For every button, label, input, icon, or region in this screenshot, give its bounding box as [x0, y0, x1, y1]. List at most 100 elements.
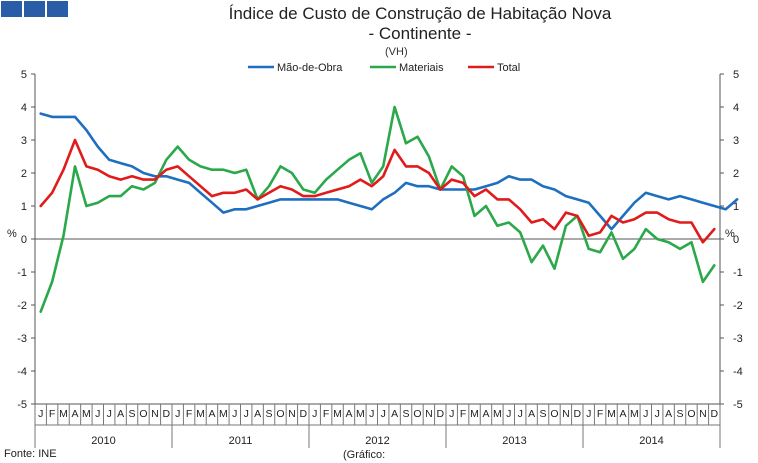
year-label: 2013 — [502, 435, 526, 447]
month-tick-label: N — [288, 408, 296, 420]
series-line-total — [39, 138, 716, 244]
month-tick-label: O — [550, 408, 558, 420]
month-tick-label: D — [436, 408, 444, 420]
y-tick-label-left: -2 — [17, 300, 27, 312]
year-label: 2014 — [639, 435, 663, 447]
month-tick-label: M — [493, 408, 502, 420]
chart-subtitle: - Continente - — [368, 24, 472, 43]
y-tick-label-left: 2 — [21, 168, 27, 180]
y-tick-label-right: -4 — [733, 366, 743, 378]
month-tick-label: O — [413, 408, 421, 420]
month-tick-label: A — [391, 408, 398, 420]
source-note: Fonte: INE — [4, 448, 57, 460]
y-unit-right: % — [725, 228, 735, 240]
month-tick-label: S — [129, 408, 136, 420]
y-tick-label-right: 5 — [733, 69, 739, 81]
y-tick-label-right: 0 — [733, 234, 739, 246]
month-tick-label: A — [117, 408, 124, 420]
y-tick-label-right: 2 — [733, 168, 739, 180]
month-tick-label: F — [186, 408, 192, 420]
month-tick-label: J — [95, 408, 100, 420]
month-tick-label: O — [139, 408, 147, 420]
month-tick-label: J — [107, 408, 112, 420]
logo-square — [24, 1, 45, 17]
y-tick-label-left: 4 — [21, 102, 27, 114]
month-tick-label: O — [276, 408, 284, 420]
month-tick-label: J — [312, 408, 317, 420]
y-tick-label-left: -3 — [17, 333, 27, 345]
y-tick-label-right: 1 — [733, 201, 739, 213]
month-tick-label: A — [482, 408, 489, 420]
month-tick-label: N — [699, 408, 707, 420]
month-tick-label: M — [470, 408, 479, 420]
month-tick-label: J — [38, 408, 43, 420]
unit-note: (VH) — [385, 46, 408, 58]
month-tick-label: A — [345, 408, 352, 420]
month-tick-label: M — [333, 408, 342, 420]
legend-label: Total — [497, 62, 520, 74]
year-label: 2010 — [91, 435, 115, 447]
month-tick-label: M — [82, 408, 91, 420]
graphic-note: (Gráfico: — [343, 449, 386, 461]
month-tick-label: J — [232, 408, 237, 420]
month-tick-label: N — [151, 408, 159, 420]
y-tick-label-left: 0 — [21, 234, 27, 246]
y-tick-label-left: 5 — [21, 69, 27, 81]
legend-label: Materiais — [399, 62, 444, 74]
legend-label: Mão-de-Obra — [277, 62, 343, 74]
series-lines — [39, 105, 739, 313]
month-tick-label: J — [449, 408, 454, 420]
month-tick-label: J — [506, 408, 511, 420]
y-tick-label-left: -4 — [17, 366, 27, 378]
month-tick-label: J — [381, 408, 386, 420]
axes: 5 54 43 32 21 10 0-1 -1-2 -2-3 -3-4 -4-5 -5% %J F M A M J… — [7, 69, 743, 448]
month-tick-label: A — [254, 408, 261, 420]
month-tick-label: A — [619, 408, 626, 420]
month-tick-label: M — [630, 408, 639, 420]
month-tick-label: J — [643, 408, 648, 420]
month-tick-label: O — [687, 408, 695, 420]
month-tick-label: A — [71, 408, 78, 420]
month-tick-label: S — [403, 408, 410, 420]
month-tick-label: D — [573, 408, 581, 420]
month-tick-label: D — [162, 408, 170, 420]
y-unit-left: % — [7, 228, 17, 240]
month-tick-label: J — [369, 408, 374, 420]
logo-square — [47, 1, 68, 17]
y-tick-label-right: 4 — [733, 102, 739, 114]
month-tick-label: A — [208, 408, 215, 420]
month-tick-label: M — [59, 408, 68, 420]
month-tick-label: N — [425, 408, 433, 420]
month-tick-label: F — [323, 408, 329, 420]
month-tick-label: M — [196, 408, 205, 420]
month-tick-label: F — [597, 408, 603, 420]
month-tick-label: M — [219, 408, 228, 420]
month-tick-label: A — [528, 408, 535, 420]
month-tick-label: D — [299, 408, 307, 420]
y-tick-label-right: -3 — [733, 333, 743, 345]
month-tick-label: J — [244, 408, 249, 420]
month-tick-label: D — [710, 408, 718, 420]
month-tick-label: S — [677, 408, 684, 420]
month-tick-label: J — [586, 408, 591, 420]
y-tick-label-right: -1 — [733, 267, 743, 279]
month-tick-label: J — [655, 408, 660, 420]
y-tick-label-left: 1 — [21, 201, 27, 213]
logo-square — [1, 1, 22, 17]
chart-title: Índice de Custo de Construção de Habitaç… — [228, 4, 612, 23]
y-tick-label-left: 3 — [21, 135, 27, 147]
month-tick-label: M — [607, 408, 616, 420]
legend: Mão-de-Obra Materiais Total — [248, 62, 520, 74]
month-tick-label: J — [175, 408, 180, 420]
month-tick-label: J — [518, 408, 523, 420]
month-tick-label: M — [356, 408, 365, 420]
series-line-materiais — [39, 105, 716, 313]
y-tick-label-right: 3 — [733, 135, 739, 147]
month-tick-label: A — [665, 408, 672, 420]
month-tick-label: F — [49, 408, 55, 420]
month-tick-label: S — [266, 408, 273, 420]
month-tick-label: N — [562, 408, 570, 420]
year-label: 2012 — [365, 435, 389, 447]
year-label: 2011 — [229, 435, 253, 447]
